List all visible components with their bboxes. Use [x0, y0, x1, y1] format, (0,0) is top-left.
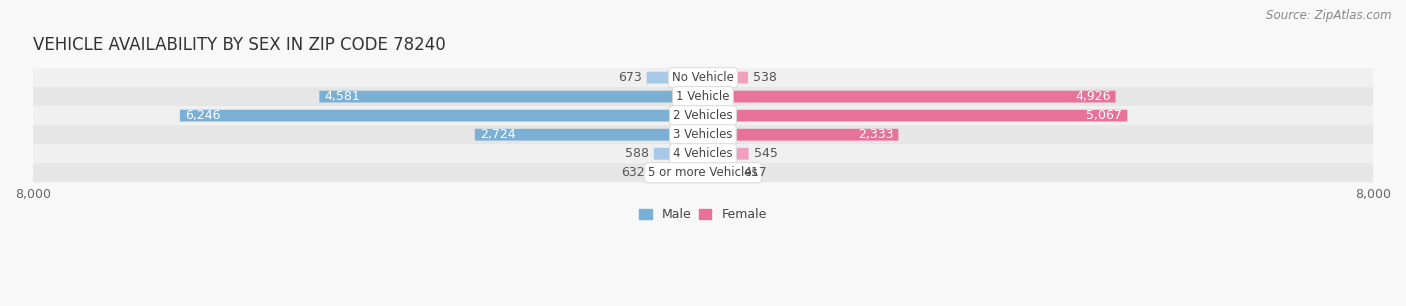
Text: 1 Vehicle: 1 Vehicle	[676, 90, 730, 103]
FancyBboxPatch shape	[32, 106, 1374, 125]
Text: No Vehicle: No Vehicle	[672, 71, 734, 84]
FancyBboxPatch shape	[703, 148, 748, 160]
Text: 4,581: 4,581	[325, 90, 360, 103]
FancyBboxPatch shape	[475, 129, 703, 140]
Text: 4,926: 4,926	[1076, 90, 1111, 103]
Text: 545: 545	[754, 147, 778, 160]
FancyBboxPatch shape	[654, 148, 703, 160]
FancyBboxPatch shape	[32, 68, 1374, 87]
Text: 632: 632	[621, 166, 645, 179]
Text: 673: 673	[617, 71, 641, 84]
FancyBboxPatch shape	[647, 72, 703, 84]
Text: 2 Vehicles: 2 Vehicles	[673, 109, 733, 122]
FancyBboxPatch shape	[32, 144, 1374, 163]
FancyBboxPatch shape	[319, 91, 703, 103]
FancyBboxPatch shape	[703, 110, 1128, 121]
Text: 538: 538	[754, 71, 778, 84]
FancyBboxPatch shape	[703, 91, 1115, 103]
Text: 4 Vehicles: 4 Vehicles	[673, 147, 733, 160]
Text: VEHICLE AVAILABILITY BY SEX IN ZIP CODE 78240: VEHICLE AVAILABILITY BY SEX IN ZIP CODE …	[32, 36, 446, 54]
Text: 2,333: 2,333	[858, 128, 893, 141]
Text: 6,246: 6,246	[186, 109, 221, 122]
Legend: Male, Female: Male, Female	[640, 208, 766, 221]
Text: 588: 588	[624, 147, 648, 160]
FancyBboxPatch shape	[703, 167, 738, 179]
Text: 3 Vehicles: 3 Vehicles	[673, 128, 733, 141]
FancyBboxPatch shape	[32, 125, 1374, 144]
FancyBboxPatch shape	[180, 110, 703, 121]
FancyBboxPatch shape	[32, 87, 1374, 106]
FancyBboxPatch shape	[650, 167, 703, 179]
Text: Source: ZipAtlas.com: Source: ZipAtlas.com	[1267, 9, 1392, 22]
FancyBboxPatch shape	[703, 129, 898, 140]
Text: 5 or more Vehicles: 5 or more Vehicles	[648, 166, 758, 179]
Text: 5,067: 5,067	[1087, 109, 1122, 122]
FancyBboxPatch shape	[703, 72, 748, 84]
Text: 2,724: 2,724	[479, 128, 516, 141]
Text: 417: 417	[742, 166, 766, 179]
FancyBboxPatch shape	[32, 163, 1374, 182]
